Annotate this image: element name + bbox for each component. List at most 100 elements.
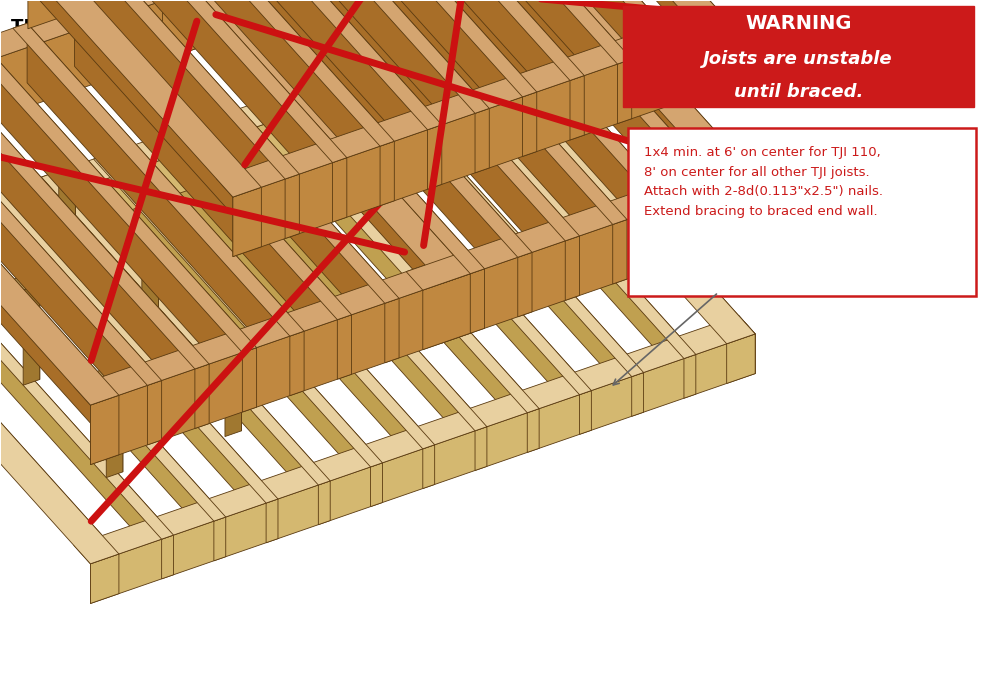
Polygon shape: [163, 0, 495, 60]
Polygon shape: [727, 175, 755, 245]
Text: 1x4 min. at 6' on center for TJI 110,
8' on center for all other TJI joists.
Att: 1x4 min. at 6' on center for TJI 110, 8'…: [645, 146, 884, 218]
Polygon shape: [146, 0, 495, 1]
Polygon shape: [0, 56, 209, 424]
Polygon shape: [289, 0, 579, 241]
Polygon shape: [523, 92, 537, 157]
Polygon shape: [74, 7, 351, 374]
Polygon shape: [1, 191, 278, 539]
Polygon shape: [337, 315, 351, 379]
Polygon shape: [0, 0, 210, 115]
Polygon shape: [303, 0, 579, 295]
Polygon shape: [162, 535, 174, 579]
Polygon shape: [42, 173, 330, 485]
Polygon shape: [285, 174, 300, 238]
Polygon shape: [220, 0, 441, 184]
Polygon shape: [565, 236, 579, 300]
Polygon shape: [518, 252, 532, 317]
Polygon shape: [216, 6, 731, 197]
Polygon shape: [232, 325, 242, 431]
Polygon shape: [225, 335, 242, 436]
Polygon shape: [423, 175, 755, 350]
Polygon shape: [0, 87, 119, 455]
Polygon shape: [683, 354, 695, 398]
Polygon shape: [73, 315, 755, 564]
Text: TJI® Joist Framing: TJI® Joist Framing: [11, 19, 194, 36]
Polygon shape: [65, 140, 75, 246]
Polygon shape: [406, 157, 755, 290]
Polygon shape: [385, 298, 399, 363]
Polygon shape: [727, 334, 755, 383]
Polygon shape: [665, 43, 680, 107]
Polygon shape: [318, 481, 330, 525]
Polygon shape: [314, 82, 591, 430]
Polygon shape: [739, 157, 755, 235]
Polygon shape: [90, 273, 470, 464]
Polygon shape: [0, 209, 226, 521]
Polygon shape: [303, 82, 591, 394]
Polygon shape: [475, 109, 489, 173]
Polygon shape: [371, 463, 383, 506]
Polygon shape: [0, 56, 209, 369]
Text: WARNING: WARNING: [745, 14, 851, 34]
Polygon shape: [431, 0, 722, 192]
Polygon shape: [419, 47, 695, 394]
Polygon shape: [739, 315, 755, 374]
Polygon shape: [158, 137, 434, 484]
Polygon shape: [332, 157, 347, 222]
Polygon shape: [445, 0, 722, 246]
Polygon shape: [111, 0, 347, 163]
FancyBboxPatch shape: [628, 128, 976, 295]
Polygon shape: [106, 376, 123, 477]
Polygon shape: [423, 444, 434, 488]
Polygon shape: [478, 26, 495, 85]
Polygon shape: [23, 284, 40, 385]
Polygon shape: [54, 173, 330, 521]
Polygon shape: [96, 366, 123, 383]
Polygon shape: [59, 151, 75, 252]
Polygon shape: [61, 7, 351, 319]
Polygon shape: [30, 273, 40, 379]
Polygon shape: [108, 0, 399, 303]
Polygon shape: [77, 0, 300, 234]
Polygon shape: [11, 0, 261, 197]
Polygon shape: [193, 0, 210, 44]
Polygon shape: [148, 381, 162, 445]
Polygon shape: [105, 155, 383, 502]
Polygon shape: [132, 232, 159, 249]
Polygon shape: [481, 0, 731, 34]
Polygon shape: [0, 227, 174, 575]
Polygon shape: [0, 209, 226, 556]
Polygon shape: [241, 0, 532, 258]
Polygon shape: [290, 331, 305, 396]
Polygon shape: [478, 0, 755, 235]
Polygon shape: [703, 25, 731, 94]
Polygon shape: [233, 188, 261, 257]
Polygon shape: [383, 0, 675, 208]
Polygon shape: [0, 87, 119, 405]
Polygon shape: [661, 203, 675, 267]
Polygon shape: [428, 125, 441, 190]
Polygon shape: [367, 65, 644, 412]
Polygon shape: [14, 273, 40, 290]
Polygon shape: [449, 26, 755, 344]
Polygon shape: [40, 0, 261, 247]
Polygon shape: [90, 395, 119, 464]
Polygon shape: [0, 227, 174, 539]
Polygon shape: [0, 246, 119, 594]
Polygon shape: [266, 499, 278, 543]
Polygon shape: [49, 140, 75, 157]
Polygon shape: [470, 269, 484, 333]
Polygon shape: [73, 256, 470, 405]
Polygon shape: [125, 0, 347, 217]
Polygon shape: [242, 348, 257, 412]
Polygon shape: [478, 26, 755, 374]
Polygon shape: [194, 364, 209, 429]
FancyBboxPatch shape: [623, 6, 974, 107]
Polygon shape: [355, 65, 644, 376]
Polygon shape: [250, 101, 539, 413]
Polygon shape: [214, 517, 226, 561]
Polygon shape: [255, 0, 532, 312]
Polygon shape: [0, 40, 257, 352]
Polygon shape: [142, 243, 159, 344]
Polygon shape: [443, 0, 680, 47]
